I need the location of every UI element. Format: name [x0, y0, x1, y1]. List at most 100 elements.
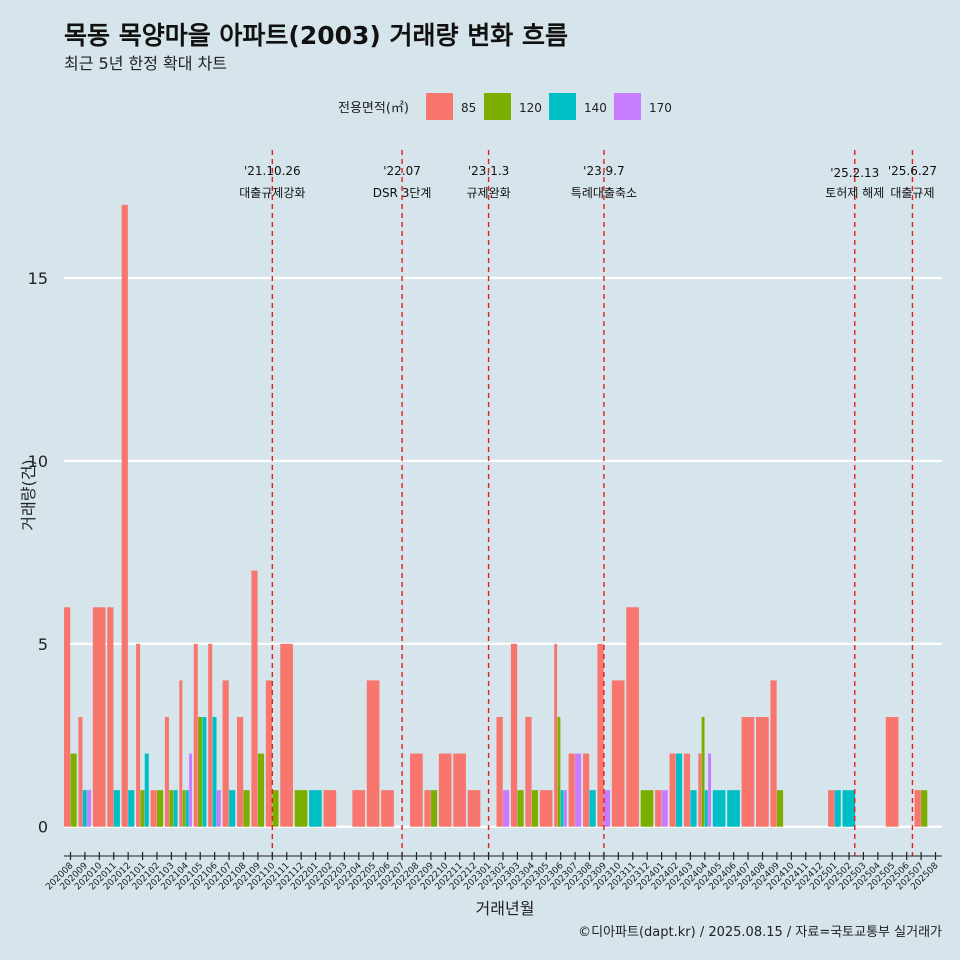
bar-202409-120	[776, 790, 784, 827]
bar-202109-120	[257, 753, 265, 827]
bar-202404-140	[704, 790, 708, 827]
bar-202303-120	[517, 790, 524, 827]
bar-202104-170	[189, 753, 193, 827]
event-label: 특례대출축소	[571, 186, 637, 200]
event-label: 규제완화	[466, 186, 510, 200]
bar-202402-140	[676, 753, 683, 827]
bar-202108-120	[243, 790, 250, 827]
bar-202312-120	[640, 790, 654, 827]
bar-202507-120	[921, 790, 928, 827]
event-date: '25.2.13	[830, 166, 879, 180]
bar-202009-170	[87, 790, 92, 827]
legend-title: 전용면적(㎡)	[338, 101, 409, 116]
bar-202209-85	[424, 790, 431, 827]
chart-title: 목동 목양마을 아파트(2003) 거래량 변화 흐름	[64, 21, 568, 50]
bar-202408-85	[756, 716, 769, 827]
bar-202310-85	[611, 680, 625, 827]
event-date: '23.1.3	[468, 164, 509, 178]
bar-202501-85	[828, 790, 835, 827]
bar-202403-85	[683, 753, 691, 827]
bar-202105-140	[202, 716, 207, 827]
bar-202009-85	[78, 716, 83, 827]
event-label: DSR 3단계	[373, 186, 432, 200]
bar-202104-140	[185, 790, 189, 827]
bar-202103-120	[169, 790, 174, 827]
bar-202101-120	[140, 790, 145, 827]
bar-202307-170	[575, 753, 582, 827]
bar-202112-120	[294, 790, 308, 827]
event-label: 대출규제	[890, 186, 934, 200]
bar-202308-140	[589, 790, 596, 827]
bar-202106-140	[212, 716, 217, 827]
y-axis: 0 5 10 15	[28, 269, 48, 837]
bar-202111-85	[280, 643, 293, 827]
bar-202404-170	[708, 753, 712, 827]
bar-202403-140	[690, 790, 697, 827]
bar-202104-120	[182, 790, 186, 827]
bar-202304-85	[525, 716, 532, 827]
bar-202302-85	[496, 716, 503, 827]
bar-202012-85	[121, 204, 128, 827]
x-axis-title: 거래년월	[476, 899, 535, 918]
bar-202107-140	[229, 790, 236, 827]
bar-202104-85	[179, 680, 183, 827]
y-tick-label: 15	[28, 269, 48, 288]
chart-subtitle: 최근 5년 한정 확대 차트	[64, 54, 227, 73]
event-date: '22.07	[383, 164, 421, 178]
bar-202101-85	[136, 643, 141, 827]
bar-202309-170	[603, 790, 611, 827]
bar-202307-85	[568, 753, 575, 827]
bar-202405-140	[712, 790, 726, 827]
bar-202202-85	[323, 790, 337, 827]
bar-202212-85	[467, 790, 481, 827]
legend-label: 140	[584, 101, 607, 115]
bar-202206-85	[381, 790, 394, 827]
bar-202103-140	[173, 790, 178, 827]
bar-202101-140	[144, 753, 149, 827]
bar-202011-140	[113, 790, 120, 827]
bar-202502-140	[842, 790, 856, 827]
bar-202401-85	[655, 790, 662, 827]
bar-202302-170	[503, 790, 510, 827]
bar-202102-85	[150, 790, 157, 827]
y-axis-title: 거래량(건)	[19, 459, 38, 530]
bar-202008-85	[64, 607, 71, 827]
bar-202407-85	[741, 716, 755, 827]
source-caption: ©디아파트(dapt.kr) / 2025.08.15 / 자료=국토교통부 실…	[578, 925, 942, 940]
bar-202108-85	[237, 716, 244, 827]
event-label: 토허제 해제	[825, 186, 884, 200]
bar-202305-85	[539, 790, 553, 827]
bar-202306-120	[557, 716, 561, 827]
legend-label: 85	[461, 101, 476, 115]
legend-label: 170	[649, 101, 672, 115]
bar-202010-85	[92, 607, 106, 827]
y-tick-label: 5	[38, 635, 48, 654]
event-date: '25.6.27	[888, 164, 937, 178]
bar-202306-85	[554, 643, 558, 827]
bar-202404-85	[698, 753, 702, 827]
bar-202306-140	[560, 790, 564, 827]
bar-202210-85	[438, 753, 452, 827]
bar-202309-85	[597, 643, 604, 827]
bar-202209-120	[430, 790, 438, 827]
bars	[64, 204, 928, 827]
bar-202105-85	[193, 643, 198, 827]
legend-key-85	[426, 93, 453, 120]
bar-202304-120	[531, 790, 539, 827]
bar-202311-85	[626, 607, 639, 827]
bar-202110-85	[265, 680, 273, 827]
bar-202106-170	[216, 790, 221, 827]
bar-202012-140	[128, 790, 135, 827]
bar-202102-120	[156, 790, 164, 827]
y-tick-label: 10	[28, 452, 48, 471]
bar-202008-120	[70, 753, 77, 827]
bar-202201-140	[309, 790, 322, 827]
bar-202009-140	[82, 790, 87, 827]
bar-202308-85	[583, 753, 590, 827]
event-label: 대출규제강화	[239, 186, 305, 200]
bar-202501-140	[834, 790, 841, 827]
event-markers: '21.10.26 대출규제강화 '22.07 DSR 3단계 '23.1.3 규제완화 '…	[239, 150, 937, 856]
bar-202011-85	[107, 607, 114, 827]
bar-202402-85	[669, 753, 676, 827]
